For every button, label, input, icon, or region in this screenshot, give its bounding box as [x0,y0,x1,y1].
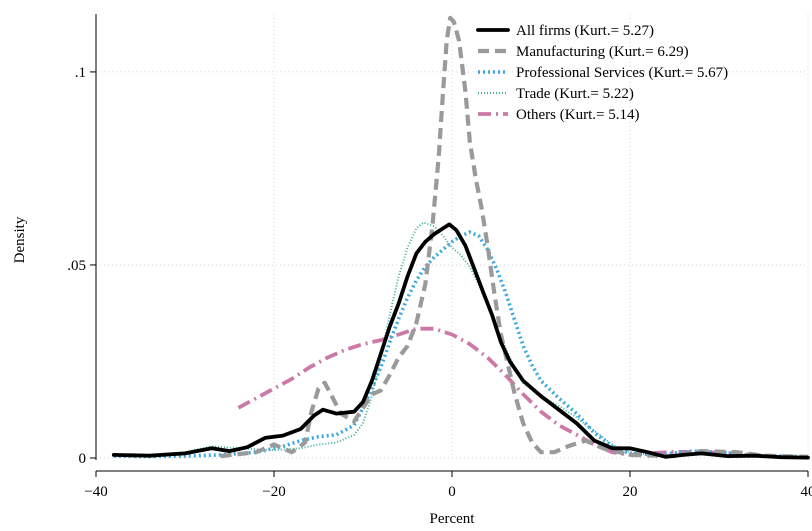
x-tick-label: 20 [623,484,638,500]
x-axis-label: Percent [430,511,476,527]
legend: All firms (Kurt.= 5.27) Manufacturing (Ku… [476,23,728,123]
legend-label-2: Professional Services (Kurt.= 5.67) [516,65,728,81]
series-line-1 [220,15,809,459]
legend-label-4: Others (Kurt.= 5.14) [516,107,639,123]
series-line-3 [122,221,809,459]
x-tick-label: 0 [448,484,456,500]
grid-lines [95,14,809,459]
x-tick-label: −40 [84,484,107,500]
x-tick-label: 40 [801,484,812,500]
legend-label-1: Manufacturing (Kurt.= 6.29) [516,44,689,60]
series-line-0 [111,222,810,460]
y-tick-label: .05 [67,258,86,274]
y-tick-label: 0 [79,451,87,467]
legend-label-0: All firms (Kurt.= 5.27) [516,23,654,39]
series-line-2 [113,230,809,459]
series-lines [111,15,810,460]
x-tick-label: −20 [262,484,285,500]
y-tick-label: .1 [75,65,86,81]
tick-marks: −40 −20 0 20 40 0 .05 .1 [67,65,812,500]
y-axis-label: Density [12,216,28,263]
legend-label-3: Trade (Kurt.= 5.22) [516,86,634,102]
